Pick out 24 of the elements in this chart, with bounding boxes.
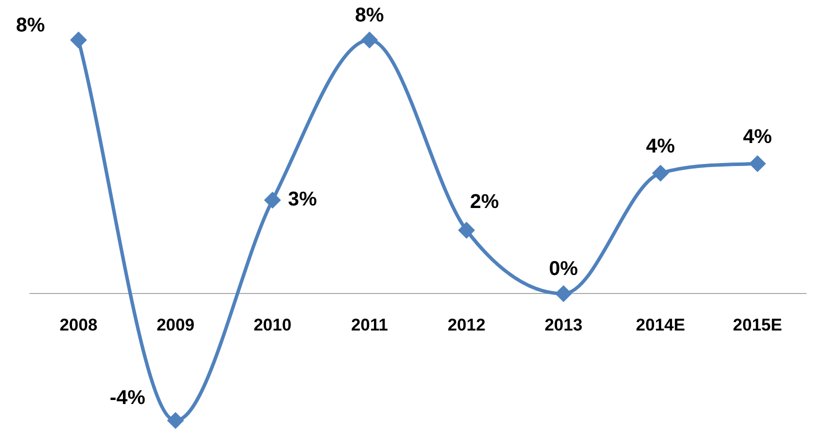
point [458,222,474,238]
x-tick-label: 2010 [254,316,292,335]
data-label: 2% [470,190,500,213]
x-tick-label: 2015E [732,316,782,335]
data-label: -4% [110,387,146,410]
point [70,32,86,48]
point [362,32,378,48]
data-label: 8% [16,14,46,37]
data-label: 3% [288,188,318,211]
x-tick-label: 2011 [351,316,388,335]
x-tick-label: 2012 [448,316,486,335]
data-label: 0% [549,258,578,280]
x-tick-label: 2013 [544,316,582,335]
data-label: 8% [355,4,384,27]
x-tick-label: 2008 [60,316,98,335]
x-tick-label: 2009 [156,316,194,335]
point [264,192,280,208]
point [168,412,184,428]
x-tick-label: 2014E [636,316,686,335]
point [652,165,668,181]
data-label: 4% [646,136,676,158]
data-label: 4% [743,126,772,148]
point [556,286,572,302]
point [750,156,766,172]
